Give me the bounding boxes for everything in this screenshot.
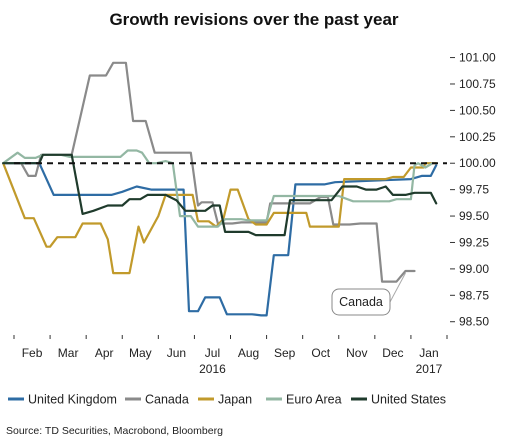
x-tick-label: Aug — [238, 346, 259, 360]
y-axis: 101.00 100.75 100.50 100.25 100.00 99.75 99.50… — [450, 51, 496, 329]
y-tick-label: 101.00 — [459, 51, 496, 65]
legend-label: United States — [371, 393, 446, 407]
y-tick-label: 100.00 — [459, 156, 496, 170]
legend-item-canada: Canada — [125, 393, 189, 407]
y-tick-label: 100.50 — [459, 103, 496, 117]
series-line-japan — [2, 162, 438, 275]
legend-label: United Kingdom — [28, 393, 117, 407]
legend-item-united-kingdom: United Kingdom — [8, 393, 117, 407]
legend-label: Japan — [218, 393, 252, 407]
legend: United Kingdom Canada Japan Euro Area United… — [8, 393, 446, 407]
series-line-canada — [2, 61, 416, 283]
legend-item-united-states: United States — [351, 393, 446, 407]
y-tick-label: 98.50 — [459, 315, 489, 329]
x-tick-label: Dec — [382, 346, 403, 360]
x-tick-label: Apr — [95, 346, 114, 360]
y-tick-label: 99.75 — [459, 183, 489, 197]
x-tick-label: May — [129, 346, 152, 360]
x-tick-label: Jan — [419, 346, 438, 360]
x-tick-label: Feb — [22, 346, 43, 360]
x-tick-label: Nov — [346, 346, 367, 360]
y-tick-label: 100.25 — [459, 130, 496, 144]
x-tick-label: Sep — [274, 346, 296, 360]
y-tick-label: 99.25 — [459, 235, 489, 249]
plot-area — [2, 61, 447, 317]
y-tick-label: 99.50 — [459, 209, 489, 223]
series-line-united-states — [2, 153, 438, 237]
y-tick-label: 98.75 — [459, 288, 489, 302]
x-tick-label: Oct — [311, 346, 330, 360]
y-tick-label: 100.75 — [459, 77, 496, 91]
source-note: Source: TD Securities, Macrobond, Bloomb… — [6, 425, 223, 437]
x-year-label: 2017 — [416, 362, 443, 376]
x-tick-label: Mar — [58, 346, 79, 360]
annotation-label: Canada — [339, 295, 383, 309]
canada-annotation: Canada — [331, 272, 406, 316]
x-tick-label: Jun — [167, 346, 186, 360]
legend-item-euro-area: Euro Area — [266, 393, 342, 407]
x-year-label: 2016 — [199, 362, 226, 376]
x-tick-label: Jul — [205, 346, 220, 360]
annotation-leader — [389, 272, 406, 303]
x-axis: Feb Mar Apr May Jun Jul Aug Sep Oct Nov Dec Jan 2016… — [13, 335, 448, 376]
legend-label: Euro Area — [286, 393, 342, 407]
legend-label: Canada — [145, 393, 189, 407]
annotation-box — [331, 288, 391, 316]
legend-item-japan: Japan — [198, 393, 252, 407]
chart-title: Growth revisions over the past year — [109, 10, 398, 29]
y-tick-label: 99.00 — [459, 262, 489, 276]
series-line-united-kingdom — [2, 162, 438, 317]
